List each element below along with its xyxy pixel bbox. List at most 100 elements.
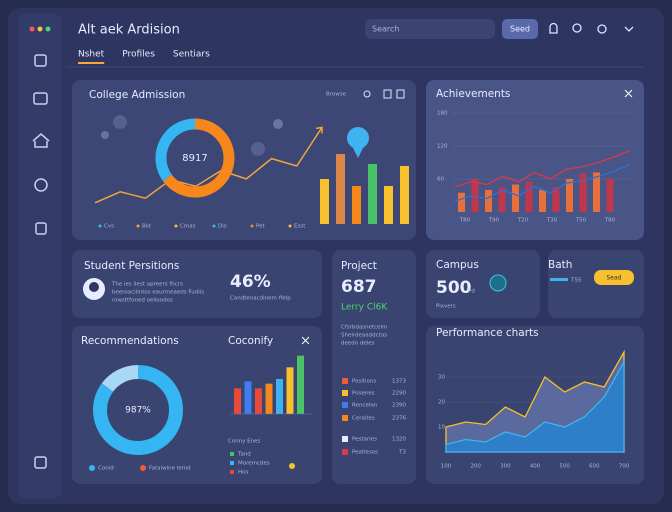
card-title: Performance charts (436, 327, 539, 339)
donut-segment (93, 365, 183, 455)
bar (593, 172, 600, 212)
nav-icon[interactable] (35, 222, 47, 235)
bubble (101, 131, 109, 139)
bar (265, 383, 273, 414)
list-value: T3 (398, 450, 406, 456)
bell-icon[interactable] (549, 22, 558, 34)
user-icon[interactable] (597, 24, 607, 34)
y-tick-label: 180 (437, 111, 448, 117)
y-tick-label: 120 (437, 144, 448, 150)
list-value: 2376 (392, 416, 406, 422)
x-label: Bid (142, 224, 151, 230)
x-label: 100 (441, 464, 452, 470)
x-label: Pet (256, 224, 266, 230)
nav-icon[interactable] (33, 92, 48, 105)
stat-sub: Candtenacdinem ffelp (230, 296, 291, 302)
text-line: deedo deles (341, 341, 375, 347)
bar (336, 154, 345, 224)
card (72, 250, 322, 318)
list-name: Pestaries (352, 437, 377, 443)
card-title: Achievements (436, 88, 510, 100)
x-label: Cmas (180, 224, 196, 230)
legend-dot (136, 224, 140, 228)
dot (37, 26, 43, 32)
search-icon[interactable] (572, 23, 582, 33)
button[interactable] (594, 270, 634, 285)
bar (458, 192, 465, 212)
nav-icon[interactable] (32, 133, 50, 148)
card (426, 250, 540, 318)
legend-dot (212, 224, 216, 228)
button-label: Seed (510, 25, 530, 34)
legend-swatch (342, 436, 348, 442)
tab[interactable]: Sentiars (173, 50, 210, 60)
card (548, 250, 644, 318)
legend-label: Tand (237, 452, 251, 458)
text-line: beeroacilintos eaurmeaeds Fudiis (112, 290, 204, 296)
text-line: Cfsrbdasnetcelm (341, 325, 387, 331)
x-label: T80 (604, 218, 616, 224)
trend-line (454, 163, 631, 202)
stat-sub: Lerry Cl6K (341, 303, 388, 313)
bar (512, 184, 519, 212)
card-title: Bath (548, 259, 572, 271)
search-box[interactable] (365, 19, 495, 39)
legend-dot (98, 224, 102, 228)
card (426, 80, 644, 240)
donut-center: 987% (125, 406, 151, 416)
x-label: 700 (619, 464, 630, 470)
bar (297, 355, 304, 414)
icon[interactable] (396, 89, 405, 99)
x-label: Cvs (104, 224, 114, 230)
legend-dot (140, 465, 146, 471)
tab[interactable]: Nshet (78, 50, 105, 60)
text-line: Sheirdeaaddctas (341, 333, 387, 339)
nav-icon[interactable] (34, 456, 47, 469)
close-icon[interactable] (624, 89, 633, 98)
button[interactable] (502, 19, 538, 39)
close-icon[interactable] (301, 336, 310, 345)
card-menu[interactable]: Browse (326, 92, 347, 98)
card (72, 80, 416, 240)
bar (552, 187, 560, 212)
dot (29, 26, 35, 32)
list-name: Rencelon (352, 403, 378, 409)
y-tick-label: 20 (438, 400, 445, 406)
line-arrow (315, 126, 323, 134)
legend-swatch (342, 402, 348, 408)
tab[interactable]: Profiles (122, 50, 155, 60)
legend-dot (288, 224, 292, 228)
icon[interactable] (363, 90, 371, 98)
bar (276, 379, 283, 414)
icon (489, 274, 507, 292)
list-value: 1373 (392, 379, 406, 385)
x-label: 400 (530, 464, 541, 470)
bar (234, 388, 241, 414)
legend-swatch (342, 415, 348, 421)
icon[interactable] (383, 89, 392, 99)
nav-icon[interactable] (34, 178, 48, 192)
legend-label: Hos (238, 470, 249, 476)
bar (579, 173, 587, 212)
x-label: T20 (517, 218, 529, 224)
bar (485, 190, 492, 212)
bar-line (550, 278, 568, 281)
bubble (113, 115, 127, 129)
stat-value: 500 (436, 278, 472, 298)
text-line: TSS (570, 278, 582, 284)
nav-icon[interactable] (34, 54, 47, 67)
legend-dot (174, 224, 178, 228)
chevron-icon[interactable] (624, 26, 634, 32)
card (332, 250, 416, 484)
card-title: Student Persitions (84, 260, 179, 272)
dot (45, 26, 51, 32)
legend-dot (89, 465, 95, 471)
x-label: Dis (218, 224, 227, 230)
legend-swatch (342, 378, 348, 384)
stat-sub: Pixvers (436, 304, 456, 310)
app-title: Alt aek Ardision (78, 23, 180, 38)
text-line: The ies ilest apreers fhcrs (111, 282, 183, 288)
x-label: 300 (500, 464, 511, 470)
bar (286, 367, 294, 414)
